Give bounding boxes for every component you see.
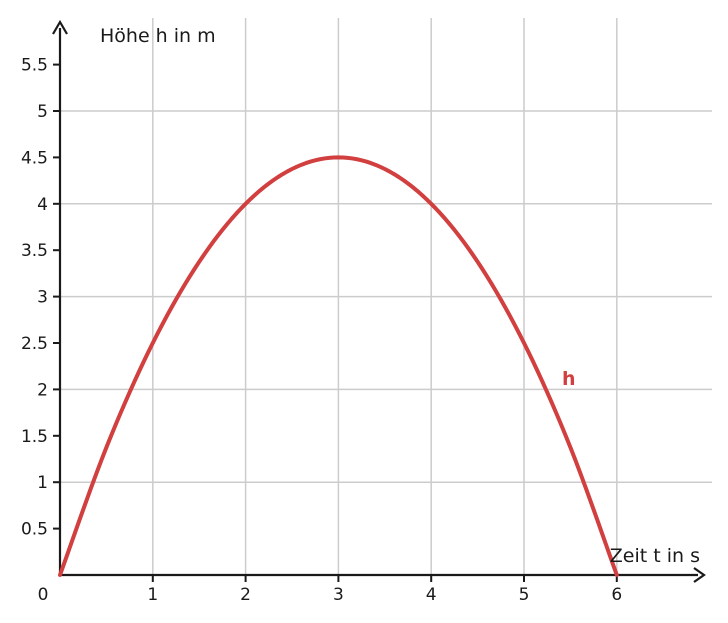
tick-labels: 0 1 2 3 4 5 6 0.5 1 1.5 2 2.5 3 3.5 4 4.5 5 5.5: [21, 56, 622, 605]
series-line-h: [58, 155, 619, 577]
x-tick-label: 0: [38, 585, 49, 605]
x-tick-label: 1: [147, 585, 158, 605]
y-tick-label: 3.5: [21, 241, 48, 261]
y-tick-label: 0.5: [21, 520, 48, 540]
y-tick-label: 2: [37, 380, 48, 400]
axes: [52, 19, 706, 583]
y-tick-label: 4: [37, 195, 48, 215]
y-tick-label: 5.5: [21, 56, 48, 76]
x-tick-label: 4: [426, 585, 437, 605]
series: h: [58, 155, 619, 577]
y-tick-label: 3: [37, 288, 48, 308]
x-tick-label: 3: [333, 585, 344, 605]
y-tick-label: 1.5: [21, 427, 48, 447]
ticks: [53, 63, 618, 582]
x-axis-label: Zeit t in s: [610, 545, 700, 567]
y-tick-label: 1: [37, 473, 48, 493]
y-tick-label: 4.5: [21, 148, 48, 168]
y-tick-label: 2.5: [21, 334, 48, 354]
x-tick-label: 5: [519, 585, 530, 605]
x-tick-label: 2: [240, 585, 251, 605]
x-axis-arrow: [693, 567, 706, 583]
series-label: h: [562, 368, 576, 390]
y-tick-label: 5: [37, 102, 48, 122]
grid: [60, 18, 712, 575]
x-tick-label: 6: [611, 585, 622, 605]
y-axis-arrow: [52, 19, 68, 35]
y-axis-label: Höhe h in m: [100, 25, 216, 47]
